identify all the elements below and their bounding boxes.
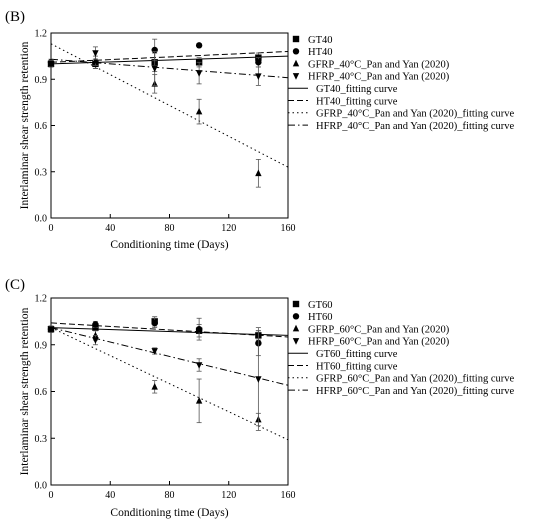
plot-frame (50, 32, 289, 219)
x-tick-label: 0 (49, 490, 54, 501)
data-point-triangle-up (92, 331, 99, 339)
data-point-triangle-down (47, 326, 55, 333)
legend-entry: GFRP_60°C_Pan and Yan (2020)_fitting cur… (316, 374, 514, 385)
data-point-circle (151, 319, 158, 327)
legend-marker-circle (292, 48, 300, 55)
legend-entry: HFRP_40°C_Pan and Yan (2020)_fitting cur… (316, 121, 514, 132)
legend-entry: GFRP_40°C_Pan and Yan (2020) (308, 59, 450, 70)
data-point-circle (92, 321, 99, 328)
x-tick-label: 160 (281, 223, 296, 234)
x-tick-label: 40 (105, 223, 115, 234)
y-axis-title: Interlaminar shear strength retention (19, 307, 31, 475)
data-point-triangle-up (255, 169, 262, 177)
legend-entry: HT40 (308, 47, 333, 58)
data-point-triangle-up (195, 397, 203, 404)
legend-entry: HFRP_40°C_Pan and Yan (2020) (308, 72, 450, 83)
data-point-triangle-down (92, 50, 99, 57)
data-point-triangle-down (195, 362, 203, 369)
x-tick-label: 0 (49, 223, 54, 234)
y-tick-label: 0.3 (35, 434, 48, 445)
x-tick-label: 40 (105, 490, 115, 501)
fit-curve-dashed (51, 322, 288, 338)
plot-frame (50, 297, 289, 486)
legend-marker-circle (292, 313, 300, 320)
fit-curve-dashdot (51, 327, 288, 386)
x-axis-title: Conditioning time (Days) (110, 239, 228, 251)
x-axis-title: Conditioning time (Days) (110, 507, 228, 519)
y-tick-label: 0.0 (35, 214, 48, 225)
legend-entry: GT40 (308, 35, 333, 46)
legend-marker-triangle-down (292, 338, 300, 345)
legend-entry: HT60 (308, 312, 333, 323)
tick-group: 0 40 80 120 160 0.0 0.3 0.6 0.9 1.2 (35, 294, 296, 502)
chart-panel-c: (C) 0 40 80 120 160 0.0 0.3 0.6 0.9 1.2 Condition… (5, 277, 514, 519)
legend-entry: HT40_fitting curve (316, 96, 398, 107)
data-points (47, 316, 262, 431)
data-points (47, 38, 262, 188)
data-point-triangle-up (195, 107, 203, 115)
legend-marker-triangle-down (292, 73, 300, 80)
fit-curves (51, 43, 288, 168)
fit-curve-solid (51, 327, 288, 336)
data-point-circle (195, 42, 203, 49)
y-axis-title: Interlaminar shear strength retention (19, 41, 31, 209)
legend-marker-triangle-up (292, 324, 300, 332)
data-point-triangle-down (151, 65, 158, 73)
data-point-triangle-down (195, 70, 203, 77)
y-tick-label: 0.9 (35, 340, 48, 351)
y-tick-label: 1.2 (35, 29, 48, 40)
data-point-triangle-down (255, 376, 262, 383)
data-point-triangle-down (151, 348, 158, 355)
legend-entry: GFRP_60°C_Pan and Yan (2020) (308, 324, 450, 335)
data-point-triangle-down (47, 61, 55, 68)
y-tick-label: 0.9 (35, 75, 48, 86)
legend-entry: HFRP_60°C_Pan and Yan (2020)_fitting cur… (316, 386, 514, 397)
legend-marker-square (292, 300, 300, 308)
legend-entry: GT60_fitting curve (316, 349, 398, 360)
y-tick-label: 1.2 (35, 294, 48, 305)
data-point-circle (255, 59, 262, 66)
legend-entry: GFRP_40°C_Pan and Yan (2020)_fitting cur… (316, 109, 514, 120)
x-tick-label: 160 (281, 490, 296, 501)
y-tick-label: 0.3 (35, 167, 48, 178)
legend-entry: GT40_fitting curve (316, 84, 398, 95)
fit-curves (51, 322, 288, 441)
fit-curve-dotted (51, 327, 288, 441)
legend-entry: GT60 (308, 300, 333, 311)
fit-curve-dashdot (51, 58, 288, 79)
data-point-triangle-up (92, 56, 99, 64)
panel-label: (B) (5, 9, 25, 25)
legend-marker-triangle-up (292, 59, 300, 67)
data-point-circle (195, 325, 203, 333)
tick-group: 0 40 80 120 160 0.0 0.3 0.6 0.9 1.2 (35, 29, 296, 235)
x-tick-label: 80 (165, 223, 175, 234)
y-tick-label: 0.6 (35, 387, 48, 398)
x-tick-label: 120 (221, 223, 236, 234)
data-point-triangle-down (255, 73, 262, 80)
legend-entry: HT60_fitting curve (316, 361, 398, 372)
fit-curve-dashed (51, 51, 288, 63)
data-point-triangle-down (92, 337, 99, 344)
chart-panel-b: (B) 0 40 80 120 160 0.0 0.3 0.6 0.9 1.2 Condition… (5, 9, 514, 251)
x-tick-label: 80 (165, 490, 175, 501)
x-tick-label: 120 (221, 490, 236, 501)
legend-entry: HFRP_60°C_Pan and Yan (2020) (308, 337, 450, 348)
data-point-triangle-up (151, 383, 158, 390)
y-tick-label: 0.6 (35, 121, 48, 132)
y-tick-label: 0.0 (35, 481, 48, 492)
legend-marker-square (292, 35, 300, 43)
panel-label: (C) (5, 277, 25, 293)
